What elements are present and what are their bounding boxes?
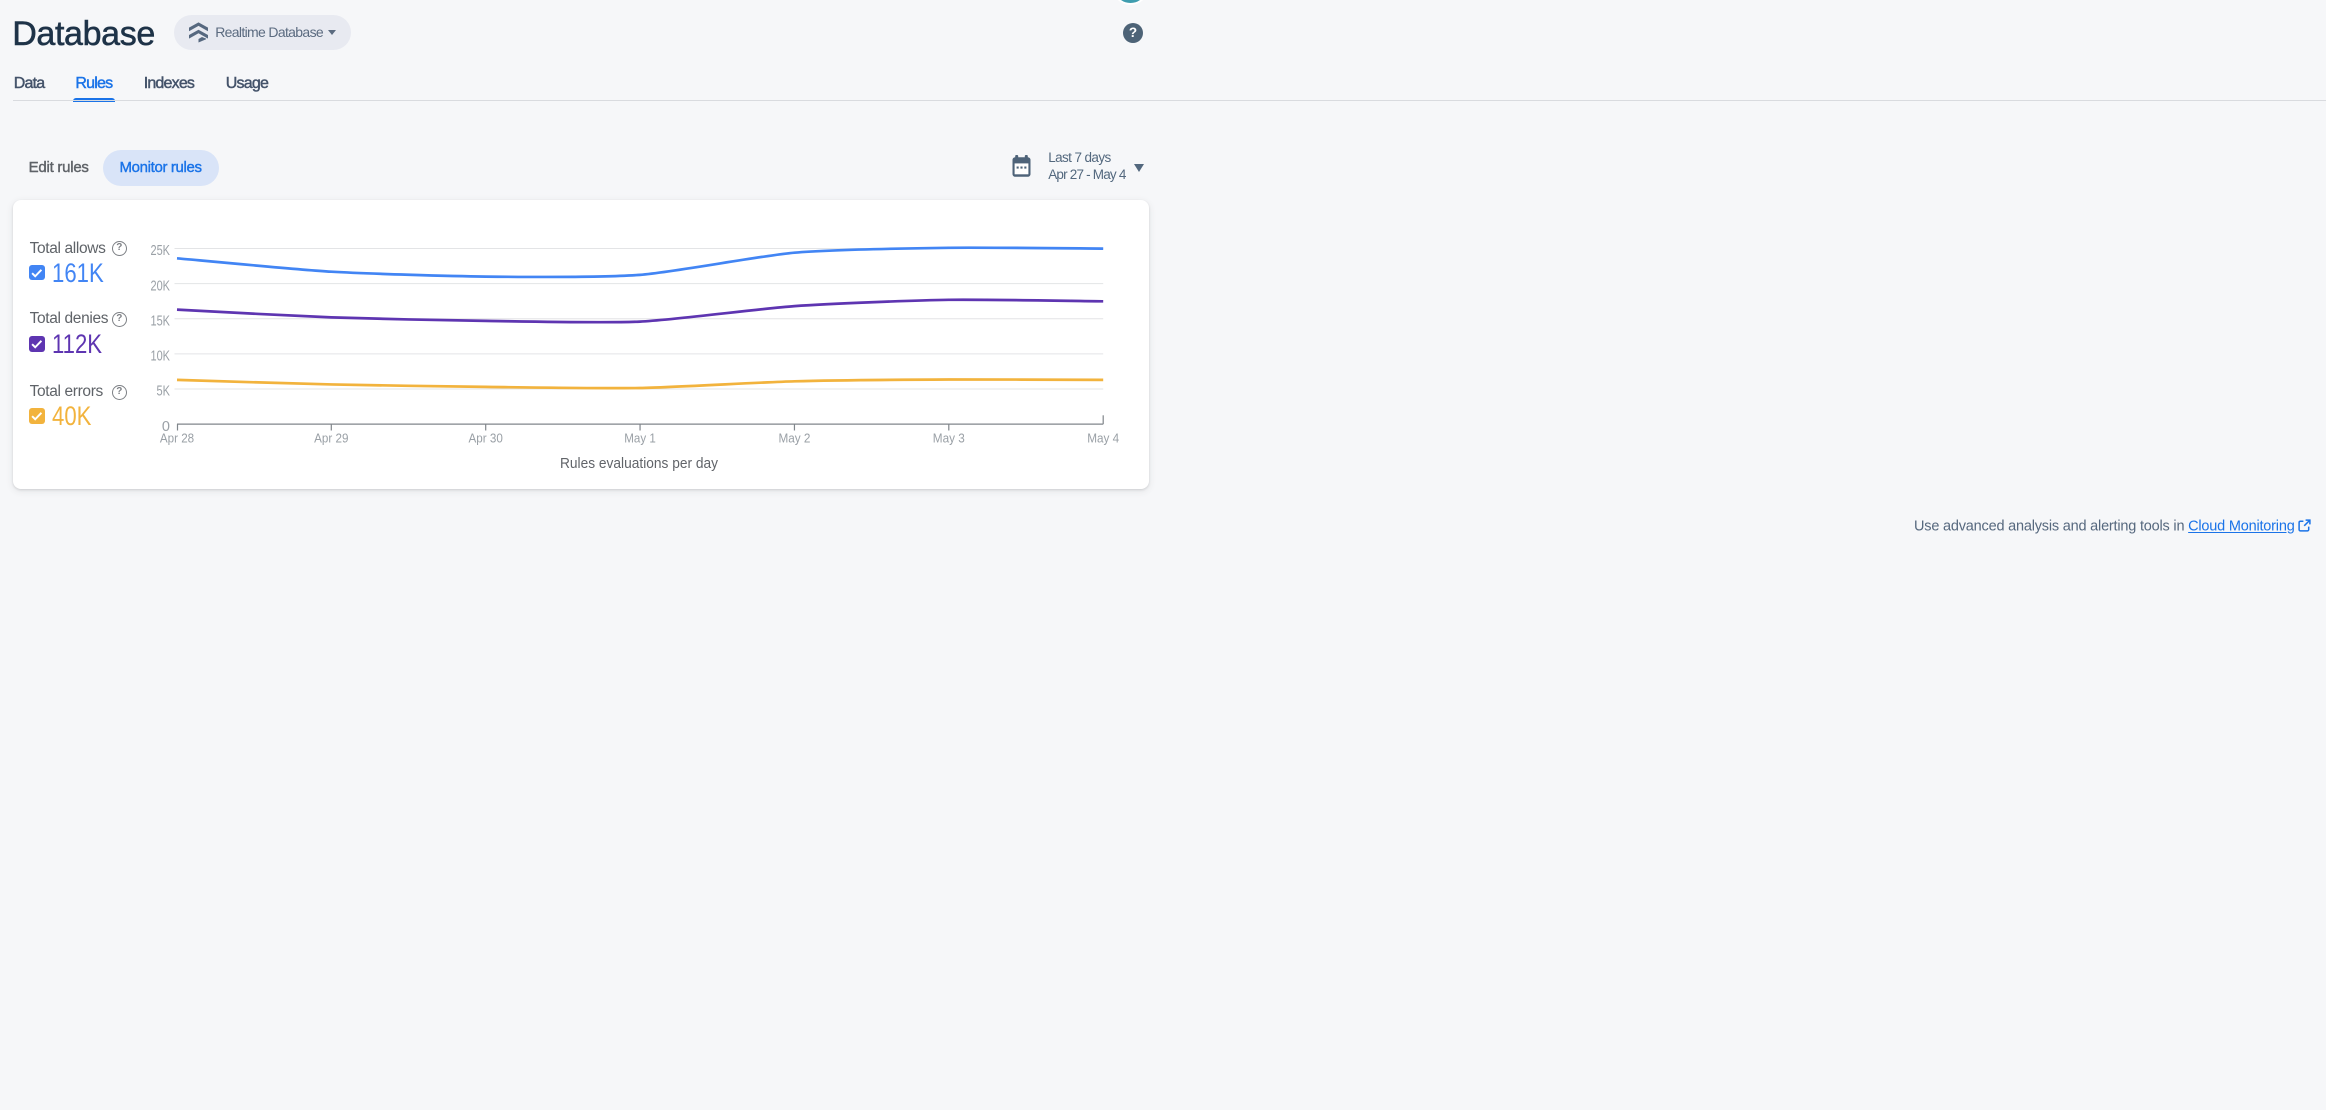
svg-text:May 4: May 4 bbox=[1087, 431, 1119, 446]
svg-text:May 3: May 3 bbox=[933, 431, 965, 446]
svg-text:25K: 25K bbox=[151, 243, 171, 259]
svg-text:20K: 20K bbox=[151, 278, 171, 294]
svg-text:May 1: May 1 bbox=[624, 431, 656, 446]
svg-text:Apr 29: Apr 29 bbox=[314, 431, 348, 446]
svg-text:Rules evaluations per day: Rules evaluations per day bbox=[560, 456, 719, 472]
svg-text:Apr 30: Apr 30 bbox=[469, 431, 503, 446]
svg-text:Apr 28: Apr 28 bbox=[160, 431, 194, 446]
svg-text:5K: 5K bbox=[157, 384, 171, 400]
svg-text:0: 0 bbox=[162, 419, 170, 435]
svg-text:10K: 10K bbox=[151, 349, 171, 365]
svg-text:May 2: May 2 bbox=[778, 431, 810, 446]
svg-text:15K: 15K bbox=[151, 313, 171, 329]
